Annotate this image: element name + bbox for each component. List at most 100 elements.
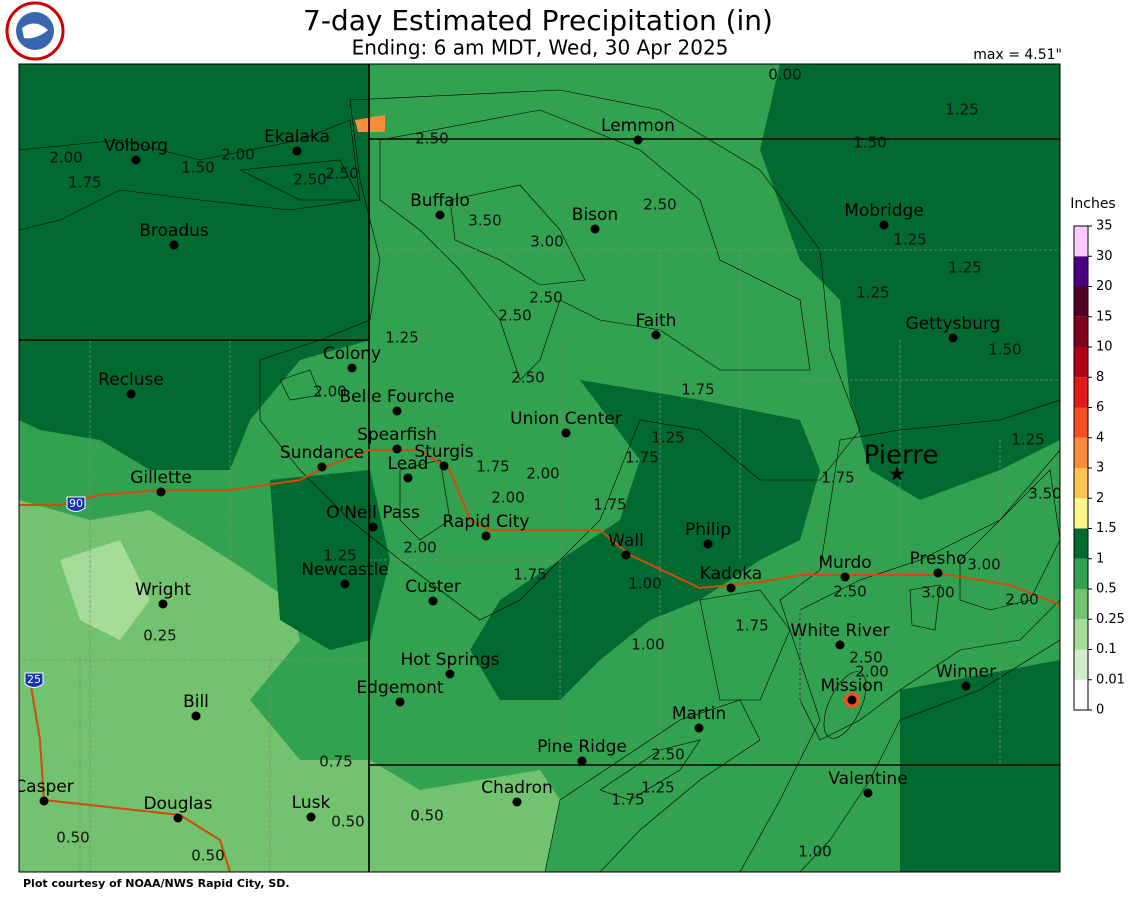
city-dot (317, 462, 327, 472)
city-label: Douglas (143, 794, 212, 814)
colorbar-bin (1074, 528, 1088, 559)
contour-label: 2.50 (643, 196, 676, 214)
city-label: Bill (183, 692, 209, 712)
colorbar-bin (1074, 679, 1088, 710)
city-dot (703, 539, 713, 549)
colorbar-bin (1074, 498, 1088, 529)
city-label: Philip (685, 520, 731, 540)
contour-label: 3.00 (530, 233, 563, 251)
city-dot (347, 363, 357, 373)
city-label: Union Center (510, 409, 622, 429)
city-label: Recluse (98, 370, 164, 390)
contour-label: 2.50 (511, 369, 544, 387)
contour-label: 2.00 (855, 663, 888, 681)
contour-label: 0.75 (319, 753, 352, 771)
city-dot (577, 756, 587, 766)
city-dot (561, 428, 571, 438)
city-label: Faith (636, 311, 677, 331)
contour-label: 1.25 (856, 284, 889, 302)
city-label: Hot Springs (401, 650, 500, 670)
contour-label: 0.00 (768, 66, 801, 84)
city-label: Rapid City (443, 512, 530, 532)
city-label: White River (791, 621, 890, 641)
city-dot (633, 135, 643, 145)
contour-label: 1.00 (798, 843, 831, 861)
colorbar-tick-label: 0 (1096, 703, 1104, 718)
colorbar-tick-label: 15 (1096, 309, 1113, 324)
city-dot (439, 461, 449, 471)
city-label: Winner (936, 662, 996, 682)
contour-label: 2.00 (403, 539, 436, 557)
colorbar-bin (1074, 347, 1088, 378)
contour-label: 2.50 (415, 130, 448, 148)
contour-label: 2.50 (833, 583, 866, 601)
city-dot (156, 487, 166, 497)
city-label: Sundance (280, 443, 364, 463)
contour-label: 2.50 (529, 289, 562, 307)
city-dot (340, 579, 350, 589)
contour-label: 1.75 (476, 458, 509, 476)
city-label: Pine Ridge (537, 737, 627, 757)
colorbar-bin (1074, 407, 1088, 438)
city-dot (39, 796, 49, 806)
colorbar-tick-label: 1 (1096, 551, 1104, 566)
title: 7-day Estimated Precipitation (in) (303, 4, 773, 37)
city-label: Mission (820, 676, 883, 696)
colorbar-tick-label: 6 (1096, 400, 1104, 415)
contour-label: 1.25 (385, 329, 418, 347)
city-label: Valentine (828, 769, 907, 789)
city-dot (435, 210, 445, 220)
contour-label: 2.00 (49, 149, 82, 167)
city-label: Ekalaka (264, 127, 330, 147)
colorbar-bin (1074, 316, 1088, 347)
contour-label: 1.25 (641, 779, 674, 797)
contour-label: 2.00 (313, 383, 346, 401)
contour-label: 1.75 (681, 381, 714, 399)
city-dot (395, 697, 405, 707)
city-label: Mobridge (844, 201, 924, 221)
city-dot (158, 599, 168, 609)
city-label: Gettysburg (906, 314, 1001, 334)
contour-label: 1.75 (68, 174, 101, 192)
colorbar-tick-label: 8 (1096, 370, 1104, 385)
contour-label: 1.75 (625, 449, 658, 467)
city-dot (621, 550, 631, 560)
city-label: Sturgis (414, 442, 473, 462)
city-label: Custer (405, 577, 461, 597)
city-label: Kadoka (700, 564, 762, 584)
highway-shield (24, 672, 44, 688)
city-label: Broadus (139, 221, 209, 241)
colorbar-tick-label: 0.01 (1096, 672, 1125, 687)
city-dot (847, 695, 857, 705)
city-label: Murdo (818, 553, 871, 573)
contour-label: 2.50 (325, 165, 358, 183)
city-dot (835, 640, 845, 650)
city-label: Wall (608, 531, 644, 551)
city-dot (512, 797, 522, 807)
contour-label: 0.50 (410, 807, 443, 825)
map-frame (18, 63, 1061, 873)
city-dot (368, 522, 378, 532)
colorbar-tick-label: 4 (1096, 430, 1104, 445)
city-dot (126, 389, 136, 399)
colorbar-tick-label: 10 (1096, 340, 1113, 355)
city-dot (292, 146, 302, 156)
highway-label: 90 (69, 497, 83, 510)
city-label: O'Neil Pass (326, 503, 420, 523)
contour-label: 1.25 (651, 429, 684, 447)
contour-label: 1.25 (945, 101, 978, 119)
colorbar-bin (1074, 377, 1088, 408)
highway-shield (66, 496, 86, 512)
contour-label: 3.00 (921, 584, 954, 602)
city-dot (840, 572, 850, 582)
contour-label: 1.25 (323, 547, 356, 565)
contour-label: 1.75 (593, 496, 626, 514)
colorbar-bin (1074, 286, 1088, 317)
city-label: Wright (135, 580, 191, 600)
colorbar-tick-label: 20 (1096, 279, 1113, 294)
contour-label: 2.00 (1005, 591, 1038, 609)
contour-label: 1.25 (948, 259, 981, 277)
city-dot (948, 333, 958, 343)
contour-label: 1.00 (631, 636, 664, 654)
